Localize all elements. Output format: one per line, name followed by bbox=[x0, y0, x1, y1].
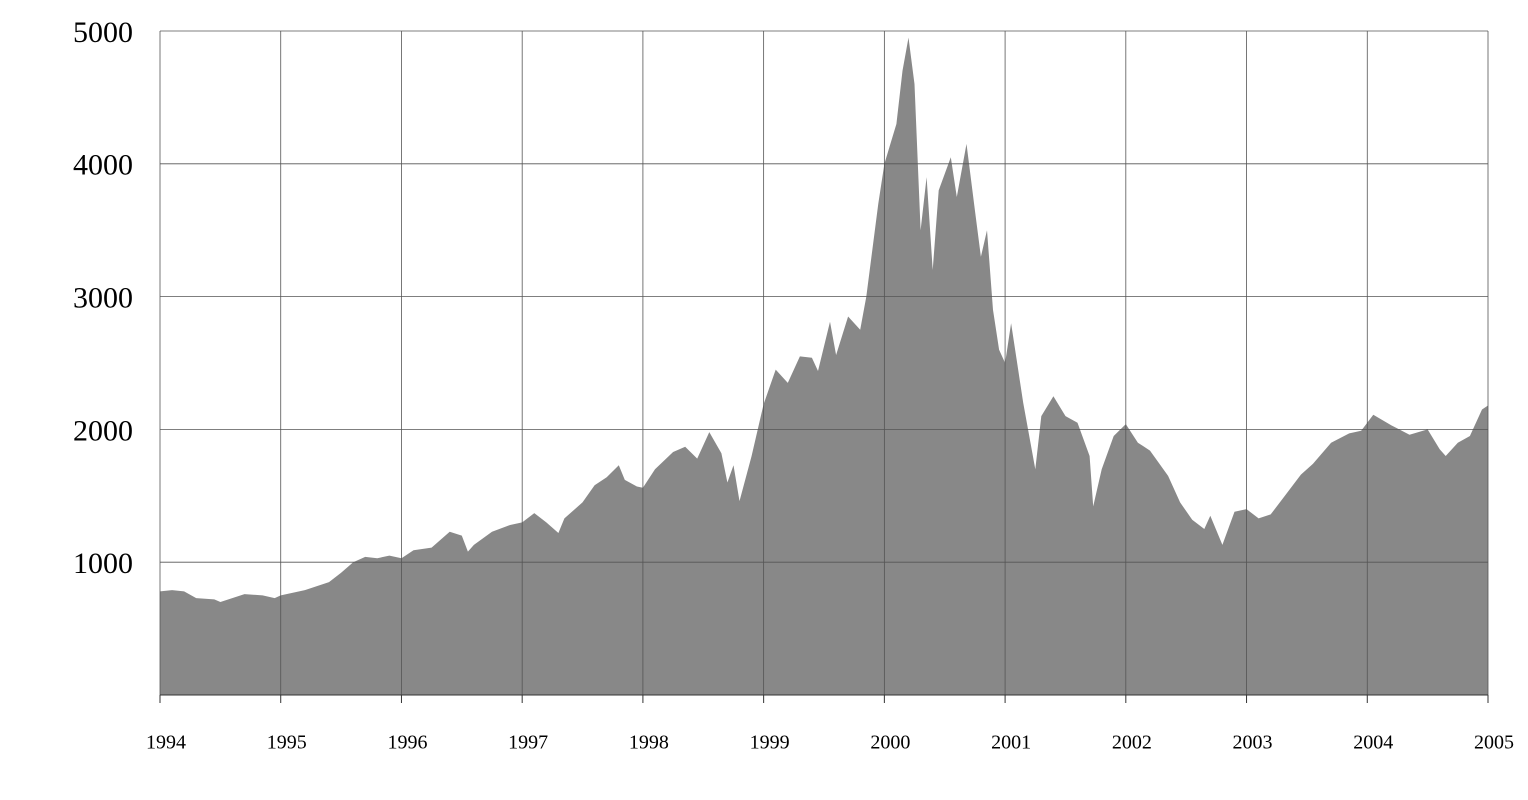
y-tick-label: 5000 bbox=[73, 16, 133, 49]
x-tick-label: 2001 bbox=[991, 732, 1031, 754]
x-tick-label: 1999 bbox=[750, 732, 790, 754]
x-tick-label: 1995 bbox=[267, 732, 307, 754]
x-tick-label: 1997 bbox=[508, 732, 548, 754]
y-tick-label: 1000 bbox=[73, 547, 133, 580]
x-tick-label: 2000 bbox=[870, 732, 910, 754]
x-tick-label: 2003 bbox=[1233, 732, 1273, 754]
x-tick-label: 2005 bbox=[1474, 732, 1514, 754]
x-tick-label: 2004 bbox=[1353, 732, 1393, 754]
area bbox=[160, 37, 1488, 696]
x-tick-label: 1994 bbox=[146, 732, 186, 754]
y-tick-label: 2000 bbox=[73, 414, 133, 447]
y-tick-label: 3000 bbox=[73, 281, 133, 314]
x-tick-label: 2002 bbox=[1112, 732, 1152, 754]
x-tick-label: 1998 bbox=[629, 732, 669, 754]
y-tick-label: 4000 bbox=[73, 149, 133, 182]
x-tick-label: 1996 bbox=[387, 732, 427, 754]
